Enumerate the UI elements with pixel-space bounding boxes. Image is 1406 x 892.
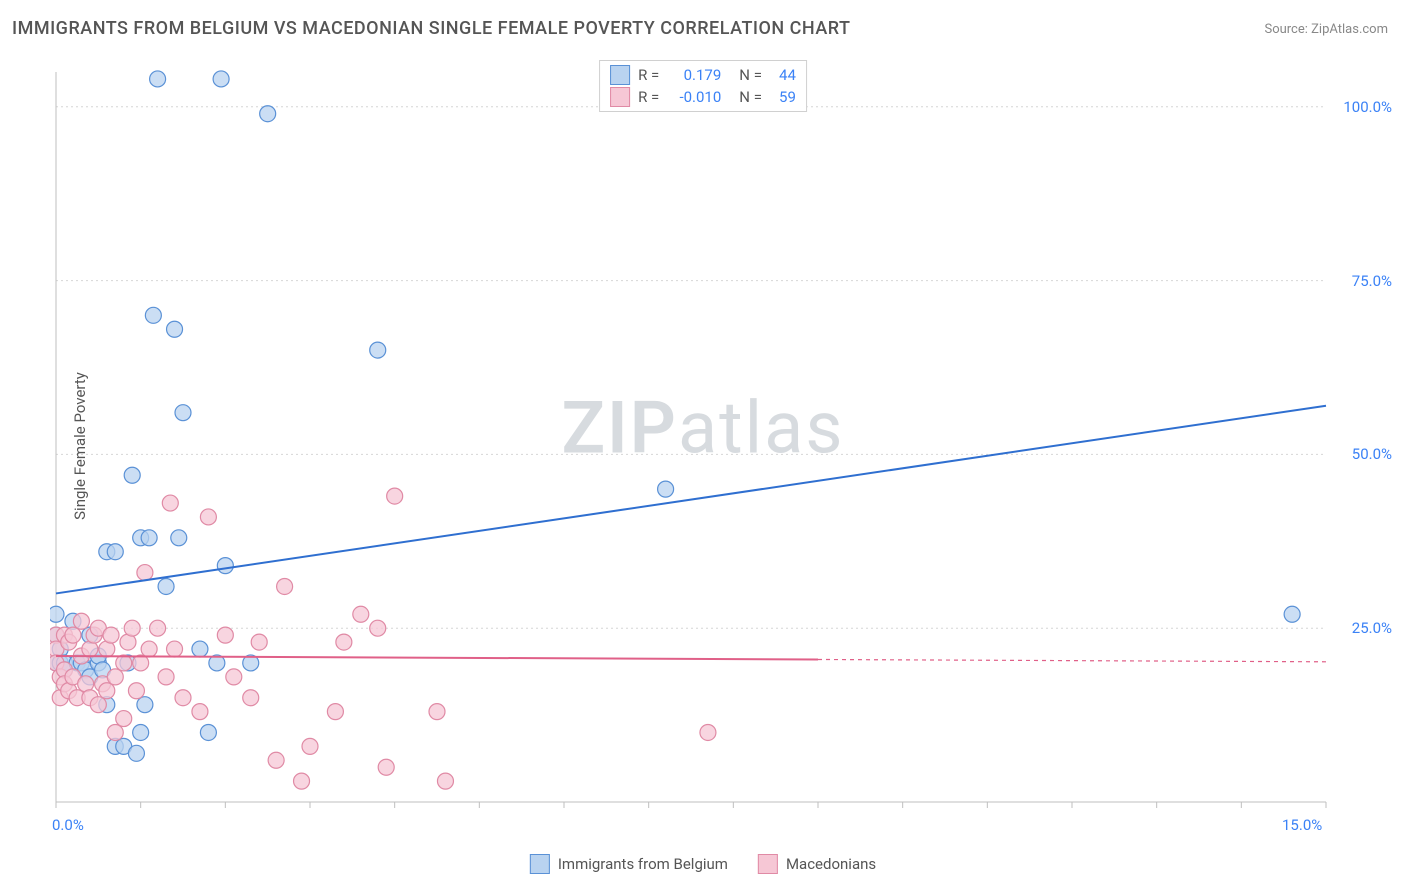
legend-series-item: Macedonians [758,854,876,874]
y-tick-label: 75.0% [1352,272,1392,290]
legend-series-item: Immigrants from Belgium [530,854,728,874]
legend-stat-text: R = 0.179 N = 44 [638,66,796,84]
legend-stat-row: R = 0.179 N = 44 [610,65,796,85]
legend-swatch [530,854,550,874]
legend-swatch [758,854,778,874]
legend-stat-text: R = -0.010 N = 59 [638,88,796,106]
legend-swatch [610,65,630,85]
chart-title: IMMIGRANTS FROM BELGIUM VS MACEDONIAN SI… [12,18,850,39]
x-tick-label: 0.0% [52,816,84,834]
y-tick-label: 50.0% [1352,445,1392,463]
legend-series-label: Immigrants from Belgium [558,855,728,873]
plot-area: 25.0%50.0%75.0%100.0%0.0%15.0% [50,62,1386,824]
y-axis-label: Single Female Poverty [71,372,89,520]
scatter-chart [50,62,1386,824]
y-tick-label: 100.0% [1343,98,1392,116]
x-tick-label: 15.0% [1282,816,1322,834]
source-attribution: Source: ZipAtlas.com [1264,22,1388,37]
legend-stat-row: R = -0.010 N = 59 [610,87,796,107]
legend-swatch [610,87,630,107]
legend-stats: R = 0.179 N = 44 R = -0.010 N = 59 [599,60,807,112]
legend-series: Immigrants from Belgium Macedonians [530,854,876,874]
y-tick-label: 25.0% [1352,619,1392,637]
legend-series-label: Macedonians [786,855,876,873]
